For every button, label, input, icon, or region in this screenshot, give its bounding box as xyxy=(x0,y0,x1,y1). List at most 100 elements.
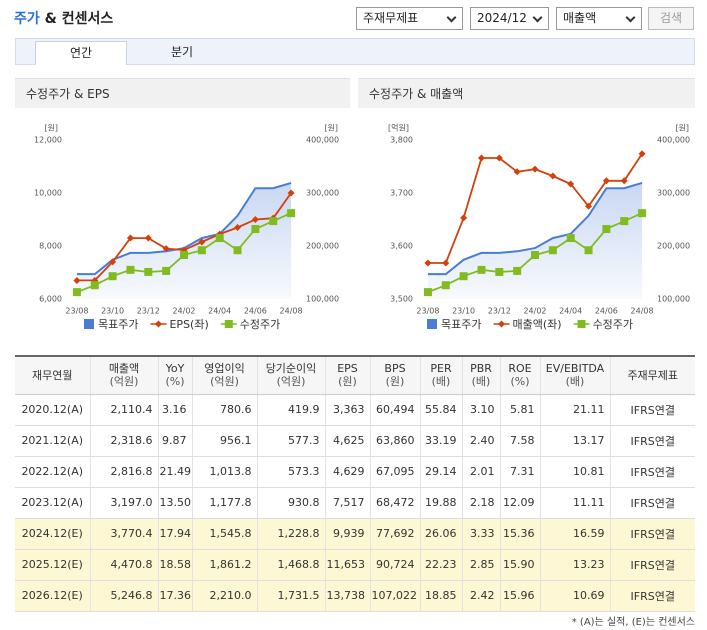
table-cell: 12.09 xyxy=(499,487,540,519)
table-cell: IFRS연결 xyxy=(609,487,695,519)
y2-tick-label: 300,000 xyxy=(657,189,690,198)
table-cell: 2.42 xyxy=(461,580,500,612)
footnote: * (A)는 실적, (E)는 컨센서스 xyxy=(571,617,695,628)
y-axis-label: [억원] xyxy=(388,123,409,133)
column-unit: (배) xyxy=(565,375,585,389)
column-header: EPS (원) xyxy=(324,355,370,395)
column-unit: (%) xyxy=(165,375,185,389)
table-row: 2026.12(E) 5,246.8 17.36 2,210.0 1,731.5 13,7… xyxy=(15,580,695,612)
column-label: 재무연월 xyxy=(32,368,73,382)
column-header: ROE (%) xyxy=(499,355,540,395)
area xyxy=(427,182,643,299)
table-cell: IFRS연결 xyxy=(609,549,695,581)
table-cell: 10.81 xyxy=(539,456,610,488)
tab-quarterly[interactable]: 분기 xyxy=(170,45,194,59)
marker xyxy=(460,214,468,222)
table-cell: 2.18 xyxy=(461,487,500,519)
table-cell: 5,246.8 xyxy=(89,580,158,612)
table-cell: 930.8 xyxy=(256,487,325,519)
table-cell: 577.3 xyxy=(256,425,325,457)
y2-axis-label: [원] xyxy=(324,124,338,133)
statement-select[interactable]: 주재무제표 xyxy=(356,7,463,30)
table-cell: 10.69 xyxy=(539,580,610,612)
table-cell: 26.06 xyxy=(419,518,462,550)
line xyxy=(427,181,643,276)
period-select[interactable]: 2024/12 xyxy=(470,7,549,30)
x-tick-label: 23/10 xyxy=(452,307,475,316)
table-row: 2020.12(A) 2,110.4 3.16 780.6 419.9 3,363 60,4… xyxy=(15,394,695,426)
column-header: PER (배) xyxy=(419,355,462,395)
table-cell: 2022.12(A) xyxy=(15,456,90,488)
table-row: 2022.12(A) 2,816.8 21.49 1,013.8 573.3 4,629 6… xyxy=(15,456,695,488)
column-label: PER xyxy=(430,362,452,376)
column-label: ROE xyxy=(508,362,532,376)
legend-marker xyxy=(497,320,505,328)
table-cell: 68,472 xyxy=(369,487,420,519)
chart: [억원] [원] 3,500 3,600 3,700 3,800 100,000 200,00… xyxy=(388,123,690,332)
column-unit: (배) xyxy=(431,375,451,389)
table-cell: 573.3 xyxy=(256,456,325,488)
table-cell: 13,738 xyxy=(324,580,370,612)
table-cell: 11,653 xyxy=(324,549,370,581)
column-label: 매출액 xyxy=(108,362,140,376)
x-tick-label: 23/08 xyxy=(416,307,439,316)
marker xyxy=(477,154,485,162)
table-cell: 2,210.0 xyxy=(191,580,257,612)
chart-title: 수정주가 & 매출액 xyxy=(358,78,695,108)
table-cell: 15.36 xyxy=(499,518,540,550)
table-cell: 21.11 xyxy=(539,394,610,426)
table-cell: 1,177.8 xyxy=(191,487,257,519)
marker xyxy=(233,246,242,255)
table-cell: IFRS연결 xyxy=(609,518,695,550)
table-cell: 419.9 xyxy=(256,394,325,426)
table-cell: 15.90 xyxy=(499,549,540,581)
item-select[interactable]: 매출액 xyxy=(556,7,642,30)
table-cell: IFRS연결 xyxy=(609,394,695,426)
column-header: 주재무제표 xyxy=(609,355,695,395)
y2-tick-label: 400,000 xyxy=(657,136,690,145)
column-header: EV/EBITDA (배) xyxy=(539,355,610,395)
marker xyxy=(287,209,296,218)
marker xyxy=(251,216,259,223)
tab-bar xyxy=(15,38,695,65)
legend-label: 목표주가 xyxy=(98,318,138,331)
table-cell: 956.1 xyxy=(191,425,257,457)
column-header: 당기순이익 (억원) xyxy=(256,355,325,395)
tab-annual[interactable]: 연간 xyxy=(35,41,127,65)
table-cell: 780.6 xyxy=(191,394,257,426)
table-cell: 107,022 xyxy=(369,580,420,612)
table-cell: 3,363 xyxy=(324,394,370,426)
marker xyxy=(144,234,152,242)
table-cell: 3.33 xyxy=(461,518,500,550)
x-tick-label: 24/02 xyxy=(523,307,546,316)
x-tick-label: 24/04 xyxy=(208,307,231,316)
table-cell: 7,517 xyxy=(324,487,370,519)
search-button[interactable]: 검색 xyxy=(648,7,694,30)
marker xyxy=(91,276,99,284)
y-tick-label: 3,500 xyxy=(390,295,413,304)
marker xyxy=(548,246,557,255)
table-cell: 7.31 xyxy=(499,456,540,488)
x-tick-label: 23/10 xyxy=(101,307,124,316)
chart-title: 수정주가 & EPS xyxy=(15,78,350,108)
x-tick-label: 23/12 xyxy=(488,307,511,316)
y2-tick-label: 200,000 xyxy=(306,242,339,251)
table-cell: 3,770.4 xyxy=(89,518,158,550)
table-cell: 3,197.0 xyxy=(89,487,158,519)
table-cell: 18.58 xyxy=(157,549,192,581)
financial-table: 재무연월 매출액 (억원) YoY (%) 영업이익 (억원) 당기순이익 (억원) EPS (원)… xyxy=(15,355,695,612)
marker xyxy=(234,223,242,231)
y-tick-label: 3,600 xyxy=(390,242,413,251)
marker xyxy=(531,165,539,173)
table-cell: 7.58 xyxy=(499,425,540,457)
marker xyxy=(513,266,522,275)
table-cell: 13.23 xyxy=(539,549,610,581)
y2-tick-label: 300,000 xyxy=(306,189,339,198)
column-label: EV/EBITDA xyxy=(545,362,605,376)
column-header: 매출액 (억원) xyxy=(89,355,158,395)
marker xyxy=(108,272,117,281)
y-tick-label: 6,000 xyxy=(39,295,62,304)
column-unit: (원) xyxy=(338,375,357,389)
table-cell: 2020.12(A) xyxy=(15,394,90,426)
y2-axis-label: [원] xyxy=(675,124,689,133)
